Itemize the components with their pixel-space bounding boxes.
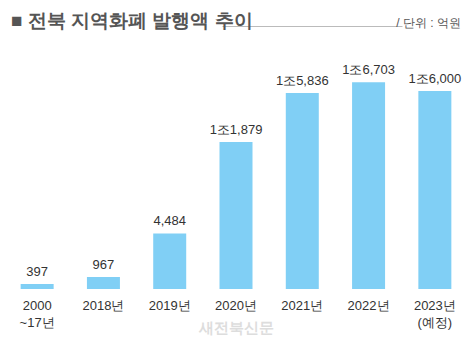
svg-text:~17년: ~17년 [20, 315, 55, 330]
svg-text:2022년: 2022년 [348, 298, 390, 313]
svg-text:2020년: 2020년 [215, 298, 257, 313]
svg-text:새전북신문: 새전북신문 [198, 319, 274, 336]
svg-text:2000: 2000 [23, 298, 52, 313]
svg-text:2018년: 2018년 [82, 298, 124, 313]
svg-text:■ 전북 지역화폐 발행액 추이: ■ 전북 지역화폐 발행액 추이 [11, 10, 253, 31]
svg-text:397: 397 [26, 264, 48, 279]
svg-text:(예정): (예정) [418, 315, 453, 330]
svg-text:2021년: 2021년 [281, 298, 323, 313]
svg-text:4,484: 4,484 [153, 213, 186, 228]
svg-text:967: 967 [93, 257, 115, 272]
svg-text:2019년: 2019년 [149, 298, 191, 313]
svg-text:1조6,703: 1조6,703 [342, 62, 395, 77]
svg-text:1조5,836: 1조5,836 [276, 73, 329, 88]
svg-text:1조1,879: 1조1,879 [210, 122, 263, 137]
svg-text:2023년: 2023년 [414, 298, 456, 313]
svg-text:1조6,000: 1조6,000 [408, 71, 461, 86]
svg-text:/ 단위 : 억원: / 단위 : 억원 [396, 16, 461, 30]
